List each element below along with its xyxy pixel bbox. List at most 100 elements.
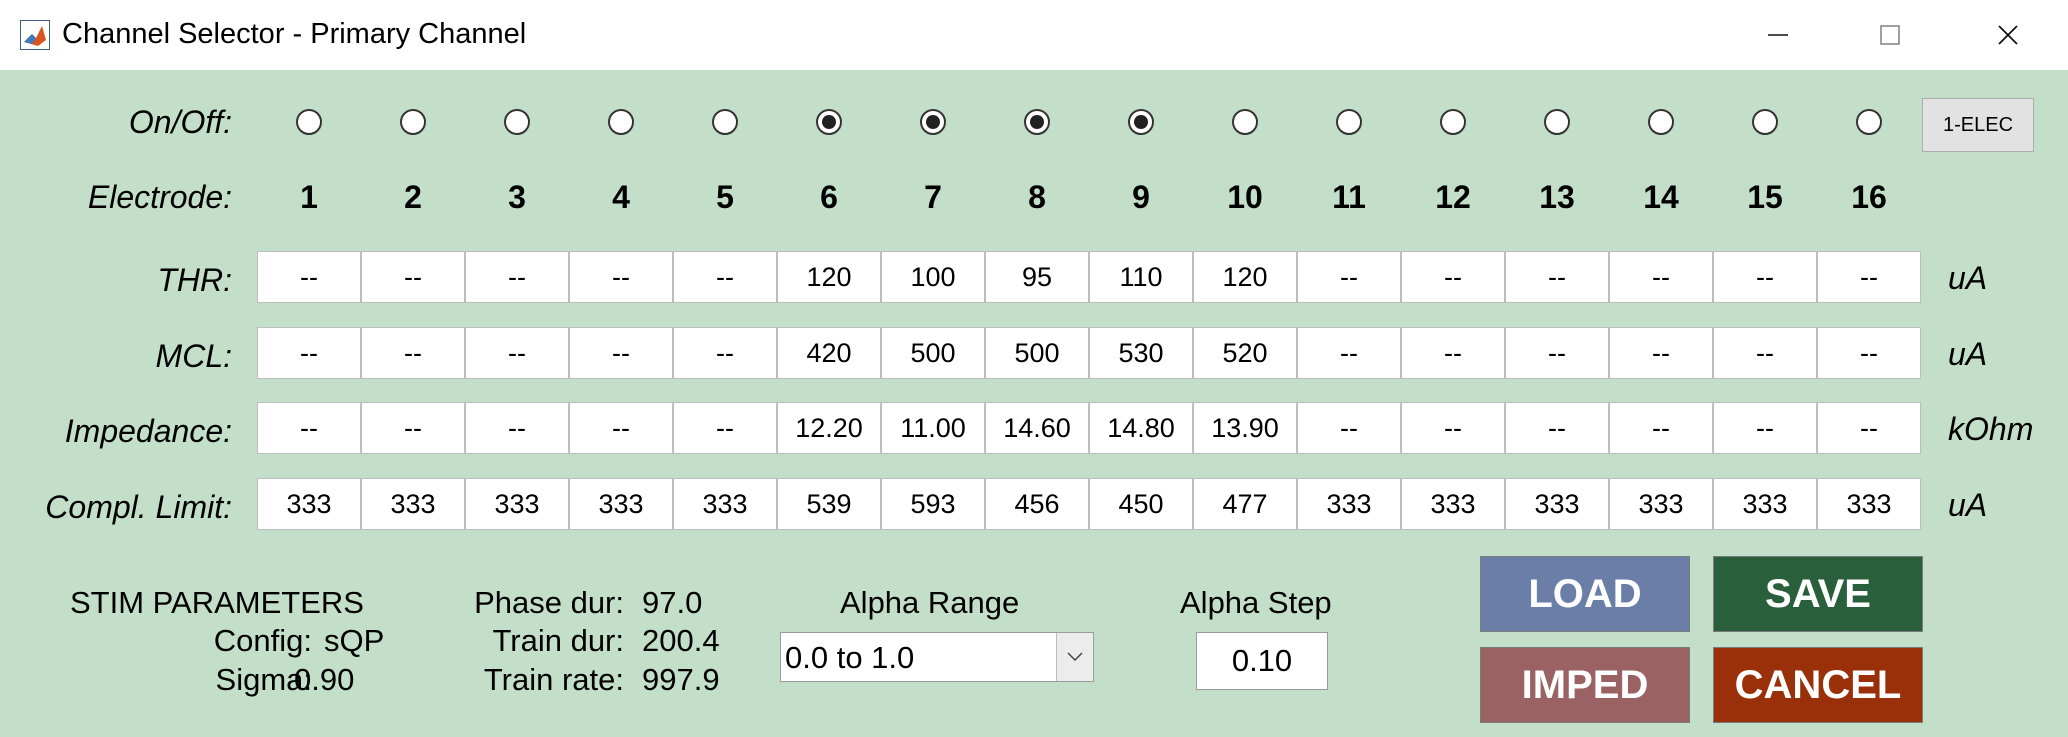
impedance-cell[interactable]: -- (361, 402, 465, 454)
impedance-label: Impedance: (64, 413, 232, 449)
mcl-cell[interactable]: -- (257, 327, 361, 379)
mcl-cell[interactable]: -- (1297, 327, 1401, 379)
thr-cell[interactable]: -- (257, 251, 361, 303)
compl-limit-cell[interactable]: 333 (257, 478, 361, 530)
impedance-cell[interactable]: 12.20 (777, 402, 881, 454)
onoff-radio-10[interactable] (1232, 109, 1258, 135)
onoff-radio-7[interactable] (920, 109, 946, 135)
onoff-radio-5[interactable] (712, 109, 738, 135)
thr-cell[interactable]: 100 (881, 251, 985, 303)
electrode-number: 7 (924, 179, 942, 215)
maximize-button[interactable] (1834, 0, 1946, 70)
dropdown-arrow[interactable] (1056, 633, 1093, 681)
close-button[interactable] (1952, 0, 2064, 70)
title-bar: Channel Selector - Primary Channel (0, 0, 2068, 70)
impedance-cell[interactable]: 14.60 (985, 402, 1089, 454)
onoff-radio-14[interactable] (1648, 109, 1674, 135)
compl-limit-cell[interactable]: 333 (1505, 478, 1609, 530)
compl-limit-cell[interactable]: 477 (1193, 478, 1297, 530)
thr-cell[interactable]: -- (465, 251, 569, 303)
compl-limit-cell[interactable]: 333 (1817, 478, 1921, 530)
thr-cell[interactable]: -- (1713, 251, 1817, 303)
compl-limit-cell[interactable]: 333 (361, 478, 465, 530)
impedance-cell[interactable]: -- (673, 402, 777, 454)
mcl-cell[interactable]: -- (1505, 327, 1609, 379)
thr-cell[interactable]: -- (569, 251, 673, 303)
mcl-cell[interactable]: 530 (1089, 327, 1193, 379)
onoff-radio-9[interactable] (1128, 109, 1154, 135)
impedance-cell[interactable]: 11.00 (881, 402, 985, 454)
thr-cell[interactable]: -- (361, 251, 465, 303)
compl-limit-cell[interactable]: 333 (673, 478, 777, 530)
electrode-number: 15 (1747, 179, 1783, 215)
compl-limit-cell[interactable]: 333 (465, 478, 569, 530)
impedance-cell[interactable]: -- (1401, 402, 1505, 454)
mcl-cell[interactable]: 420 (777, 327, 881, 379)
save-button[interactable]: SAVE (1713, 556, 1923, 632)
compl-limit-cell[interactable]: 333 (1401, 478, 1505, 530)
alpha-range-dropdown[interactable]: 0.0 to 1.0 (780, 632, 1094, 682)
thr-cell[interactable]: -- (1817, 251, 1921, 303)
cancel-button[interactable]: CANCEL (1713, 647, 1923, 723)
mcl-cell[interactable]: -- (1609, 327, 1713, 379)
minimize-button[interactable] (1722, 0, 1834, 70)
impedance-cell[interactable]: 14.80 (1089, 402, 1193, 454)
load-button[interactable]: LOAD (1480, 556, 1690, 632)
mcl-cell[interactable]: -- (1817, 327, 1921, 379)
compl-limit-cell[interactable]: 450 (1089, 478, 1193, 530)
electrode-number: 10 (1227, 179, 1263, 215)
mcl-cell[interactable]: 520 (1193, 327, 1297, 379)
compl-limit-cell[interactable]: 333 (1297, 478, 1401, 530)
onoff-radio-1[interactable] (296, 109, 322, 135)
onoff-radio-2[interactable] (400, 109, 426, 135)
thr-cell[interactable]: 95 (985, 251, 1089, 303)
compl-limit-cell[interactable]: 456 (985, 478, 1089, 530)
impedance-cell[interactable]: -- (465, 402, 569, 454)
onoff-radio-12[interactable] (1440, 109, 1466, 135)
compl-limit-cell[interactable]: 593 (881, 478, 985, 530)
mcl-cell[interactable]: -- (465, 327, 569, 379)
thr-cell[interactable]: -- (1401, 251, 1505, 303)
onoff-radio-11[interactable] (1336, 109, 1362, 135)
thr-cell[interactable]: -- (673, 251, 777, 303)
impedance-cell[interactable]: -- (1297, 402, 1401, 454)
compl-limit-cell[interactable]: 333 (569, 478, 673, 530)
compl-limit-cell[interactable]: 333 (1713, 478, 1817, 530)
electrode-number: 12 (1435, 179, 1471, 215)
thr-cell[interactable]: -- (1505, 251, 1609, 303)
alpha-step-input[interactable]: 0.10 (1196, 632, 1328, 690)
onoff-radio-13[interactable] (1544, 109, 1570, 135)
mcl-cell[interactable]: -- (361, 327, 465, 379)
thr-cell[interactable]: -- (1609, 251, 1713, 303)
onoff-radio-15[interactable] (1752, 109, 1778, 135)
electrode-number: 11 (1332, 179, 1366, 215)
impedance-cell[interactable]: 13.90 (1193, 402, 1297, 454)
imped-button[interactable]: IMPED (1480, 647, 1690, 723)
train-dur-label: Train dur: (492, 623, 624, 658)
mcl-cell[interactable]: -- (1401, 327, 1505, 379)
impedance-cell[interactable]: -- (1505, 402, 1609, 454)
onoff-radio-16[interactable] (1856, 109, 1882, 135)
mcl-cell[interactable]: -- (569, 327, 673, 379)
onoff-radio-8[interactable] (1024, 109, 1050, 135)
compl-limit-cell[interactable]: 539 (777, 478, 881, 530)
mcl-cell[interactable]: 500 (881, 327, 985, 379)
thr-cell[interactable]: 110 (1089, 251, 1193, 303)
thr-cell[interactable]: -- (1297, 251, 1401, 303)
compl-limit-cell[interactable]: 333 (1609, 478, 1713, 530)
impedance-cell[interactable]: -- (569, 402, 673, 454)
impedance-cell[interactable]: -- (1713, 402, 1817, 454)
mcl-cell[interactable]: -- (673, 327, 777, 379)
thr-cell[interactable]: 120 (1193, 251, 1297, 303)
impedance-cell[interactable]: -- (257, 402, 361, 454)
onoff-radio-6[interactable] (816, 109, 842, 135)
mcl-cell[interactable]: 500 (985, 327, 1089, 379)
one-elec-button[interactable]: 1-ELEC (1922, 98, 2034, 152)
mcl-cell[interactable]: -- (1713, 327, 1817, 379)
electrode-number: 5 (716, 179, 734, 215)
onoff-radio-4[interactable] (608, 109, 634, 135)
impedance-cell[interactable]: -- (1609, 402, 1713, 454)
impedance-cell[interactable]: -- (1817, 402, 1921, 454)
thr-cell[interactable]: 120 (777, 251, 881, 303)
onoff-radio-3[interactable] (504, 109, 530, 135)
